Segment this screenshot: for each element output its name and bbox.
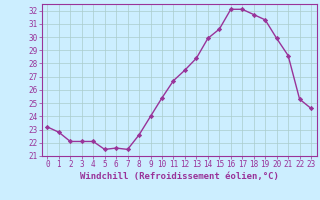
- X-axis label: Windchill (Refroidissement éolien,°C): Windchill (Refroidissement éolien,°C): [80, 172, 279, 181]
